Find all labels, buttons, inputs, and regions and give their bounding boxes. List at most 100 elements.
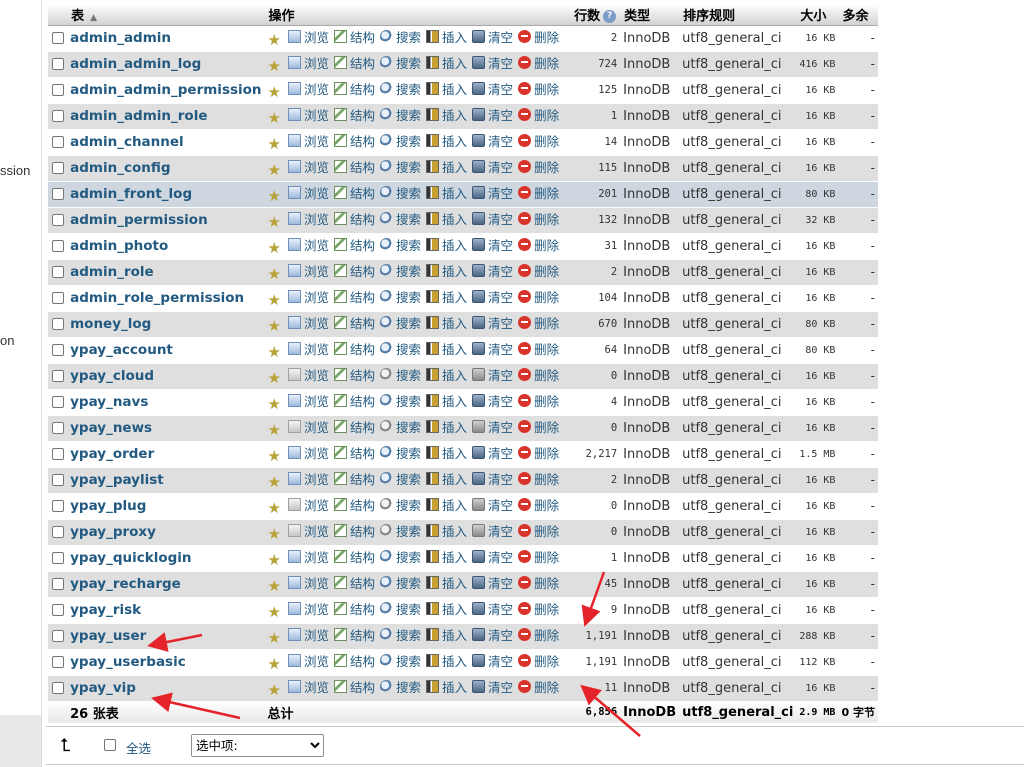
table-name-link[interactable]: ypay_plug [70,498,147,514]
op-browse-link[interactable]: 浏览 [287,27,329,46]
row-checkbox[interactable] [51,32,64,44]
op-structure-link[interactable]: 结构 [334,651,375,670]
op-empty-link[interactable]: 清空 [472,469,513,488]
table-name-link[interactable]: ypay_quicklogin [70,550,192,566]
row-checkbox[interactable] [51,344,64,356]
table-row[interactable]: ypay_userbasic ★ 浏览 结构 搜索 插入 清空 删除 1,191 InnoD… [48,649,878,676]
table-name-link[interactable]: ypay_account [70,342,173,358]
op-browse-link[interactable]: 浏览 [287,53,329,72]
favorite-star-icon[interactable]: ★ [267,628,281,647]
table-name-link[interactable]: admin_role [70,264,154,280]
row-checkbox[interactable] [51,136,64,148]
op-empty-link[interactable]: 清空 [472,157,513,176]
op-search-link[interactable]: 搜索 [380,547,421,566]
op-insert-link[interactable]: 插入 [426,469,467,488]
table-name-link[interactable]: admin_admin_role [70,108,208,124]
op-structure-link[interactable]: 结构 [334,573,375,592]
op-structure-link[interactable]: 结构 [334,79,375,98]
op-insert-link[interactable]: 插入 [426,105,467,124]
op-empty-link[interactable]: 清空 [472,339,513,358]
op-drop-link[interactable]: 删除 [518,235,559,254]
op-drop-link[interactable]: 删除 [518,261,559,280]
table-name-link[interactable]: ypay_proxy [70,524,156,540]
favorite-star-icon[interactable]: ★ [267,290,281,309]
check-all-label[interactable]: 全选 [126,741,152,756]
op-search-link[interactable]: 搜索 [380,105,421,124]
op-drop-link[interactable]: 删除 [518,209,559,228]
op-search-link[interactable]: 搜索 [380,365,421,384]
op-insert-link[interactable]: 插入 [426,521,467,540]
op-empty-link[interactable]: 清空 [472,79,513,98]
op-browse-link[interactable]: 浏览 [287,573,329,592]
op-drop-link[interactable]: 删除 [518,391,559,410]
favorite-star-icon[interactable]: ★ [267,550,281,569]
op-empty-link[interactable]: 清空 [472,261,513,280]
table-name-link[interactable]: ypay_user [70,628,147,644]
row-checkbox[interactable] [51,474,64,486]
op-search-link[interactable]: 搜索 [380,235,421,254]
check-all-checkbox[interactable] [104,739,116,751]
favorite-star-icon[interactable]: ★ [267,446,281,465]
table-row[interactable]: ypay_cloud ★ 浏览 结构 搜索 插入 清空 删除 0 InnoDB utf8_g… [48,363,878,390]
op-drop-link[interactable]: 删除 [518,365,559,384]
row-checkbox[interactable] [51,318,64,330]
op-insert-link[interactable]: 插入 [426,443,467,462]
op-browse-link[interactable]: 浏览 [287,287,329,306]
op-empty-link[interactable]: 清空 [472,443,513,462]
op-drop-link[interactable]: 删除 [518,625,559,644]
op-browse-link[interactable]: 浏览 [287,677,329,696]
op-empty-link[interactable]: 清空 [472,365,513,384]
op-structure-link[interactable]: 结构 [334,365,375,384]
op-browse-link[interactable]: 浏览 [287,495,329,514]
op-empty-link[interactable]: 清空 [472,287,513,306]
favorite-star-icon[interactable]: ★ [267,56,281,75]
op-insert-link[interactable]: 插入 [426,157,467,176]
table-row[interactable]: admin_front_log ★ 浏览 结构 搜索 插入 清空 删除 201 InnoDB… [48,181,878,208]
favorite-star-icon[interactable]: ★ [267,472,281,491]
table-name-link[interactable]: admin_permission [70,212,208,228]
op-insert-link[interactable]: 插入 [426,599,467,618]
op-drop-link[interactable]: 删除 [518,53,559,72]
op-structure-link[interactable]: 结构 [334,521,375,540]
op-structure-link[interactable]: 结构 [334,495,375,514]
table-row[interactable]: admin_permission ★ 浏览 结构 搜索 插入 清空 删除 132 InnoD… [48,207,878,234]
op-drop-link[interactable]: 删除 [518,495,559,514]
table-row[interactable]: admin_admin_log ★ 浏览 结构 搜索 插入 清空 删除 724 InnoDB… [48,51,878,78]
table-name-link[interactable]: ypay_navs [70,394,149,410]
favorite-star-icon[interactable]: ★ [267,680,281,699]
op-insert-link[interactable]: 插入 [426,651,467,670]
op-drop-link[interactable]: 删除 [518,677,559,696]
favorite-star-icon[interactable]: ★ [267,108,281,127]
op-search-link[interactable]: 搜索 [380,339,421,358]
table-name-link[interactable]: admin_front_log [70,186,193,202]
op-empty-link[interactable]: 清空 [472,27,513,46]
op-insert-link[interactable]: 插入 [426,339,467,358]
op-empty-link[interactable]: 清空 [472,495,513,514]
op-search-link[interactable]: 搜索 [380,261,421,280]
op-search-link[interactable]: 搜索 [380,677,421,696]
table-row[interactable]: ypay_account ★ 浏览 结构 搜索 插入 清空 删除 64 InnoDB utf… [48,337,878,364]
table-row[interactable]: ypay_paylist ★ 浏览 结构 搜索 插入 清空 删除 2 InnoDB utf8… [48,467,878,494]
op-empty-link[interactable]: 清空 [472,677,513,696]
row-checkbox[interactable] [51,604,64,616]
table-name-link[interactable]: money_log [70,316,152,332]
header-size[interactable]: 大小 [796,4,839,26]
op-search-link[interactable]: 搜索 [380,469,421,488]
op-drop-link[interactable]: 删除 [518,547,559,566]
op-empty-link[interactable]: 清空 [472,625,513,644]
op-empty-link[interactable]: 清空 [472,547,513,566]
op-search-link[interactable]: 搜索 [380,157,421,176]
op-structure-link[interactable]: 结构 [334,339,375,358]
op-empty-link[interactable]: 清空 [472,417,513,436]
row-checkbox[interactable] [51,84,64,96]
op-drop-link[interactable]: 删除 [518,339,559,358]
row-checkbox[interactable] [51,110,64,122]
op-drop-link[interactable]: 删除 [518,287,559,306]
op-drop-link[interactable]: 删除 [518,417,559,436]
op-browse-link[interactable]: 浏览 [287,183,329,202]
op-drop-link[interactable]: 删除 [518,573,559,592]
table-name-link[interactable]: admin_admin_log [70,56,202,72]
table-row[interactable]: admin_photo ★ 浏览 结构 搜索 插入 清空 删除 31 InnoDB utf8… [48,233,878,260]
table-name-link[interactable]: ypay_news [70,420,153,436]
op-browse-link[interactable]: 浏览 [287,391,329,410]
